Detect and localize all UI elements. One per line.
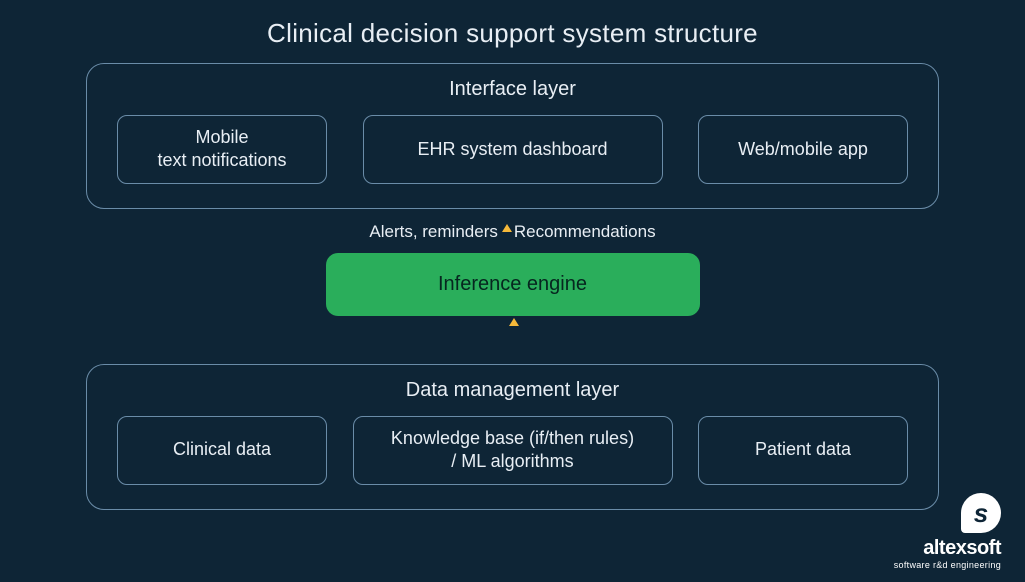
inference-engine-box: Inference engine bbox=[326, 253, 700, 316]
data-layer-box: Data management layer Clinical data Know… bbox=[86, 364, 939, 510]
arrow-interface-to-engine: Alerts, reminders Recommendations bbox=[253, 217, 773, 247]
cell-patient-data: Patient data bbox=[698, 416, 908, 485]
arrow-data-to-engine bbox=[0, 326, 1025, 356]
cell-mobile-notifications: Mobile text notifications bbox=[117, 115, 327, 184]
logo-name: altexsoft bbox=[894, 537, 1001, 560]
brand-logo: s altexsoft software r&d engineering bbox=[894, 493, 1001, 570]
interface-layer-title: Interface layer bbox=[117, 78, 908, 101]
cell-web-mobile-app: Web/mobile app bbox=[698, 115, 908, 184]
logo-mark-icon: s bbox=[961, 493, 1001, 533]
cell-clinical-data: Clinical data bbox=[117, 416, 327, 485]
data-layer-title: Data management layer bbox=[117, 379, 908, 402]
interface-layer-row: Mobile text notifications EHR system das… bbox=[117, 115, 908, 184]
arrow-label-alerts: Alerts, reminders bbox=[369, 222, 497, 242]
data-layer-row: Clinical data Knowledge base (if/then ru… bbox=[117, 416, 908, 485]
cell-ehr-dashboard: EHR system dashboard bbox=[363, 115, 663, 184]
diagram-title: Clinical decision support system structu… bbox=[0, 0, 1025, 63]
logo-tagline: software r&d engineering bbox=[894, 560, 1001, 570]
engine-row: Inference engine bbox=[0, 253, 1025, 316]
interface-layer-box: Interface layer Mobile text notification… bbox=[86, 63, 939, 209]
cell-knowledge-base: Knowledge base (if/then rules) / ML algo… bbox=[353, 416, 673, 485]
arrow-label-recommendations: Recommendations bbox=[514, 222, 656, 242]
